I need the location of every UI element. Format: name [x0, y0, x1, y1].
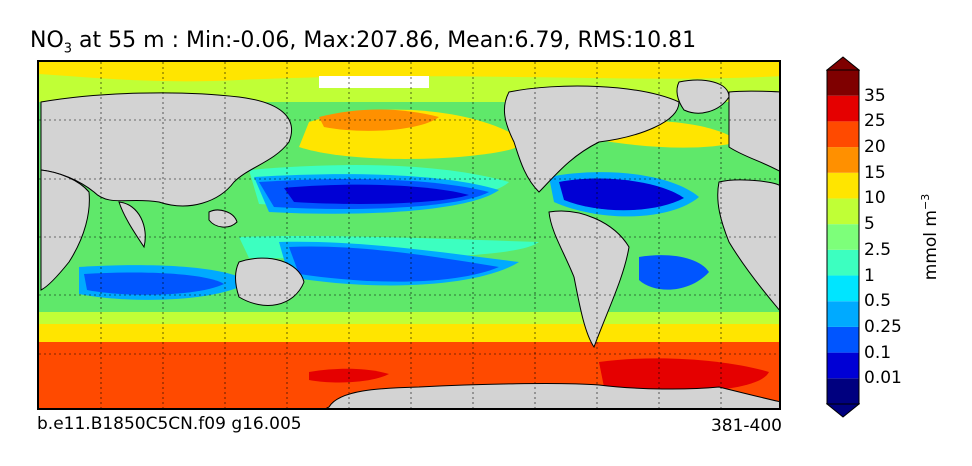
indonesia: [208, 209, 238, 228]
colorbar-segment: [827, 198, 859, 225]
antarctica: [325, 383, 779, 408]
ross-red: [309, 368, 389, 383]
colorbar-tick-label: 0.5: [864, 291, 892, 312]
colorbar-segment: [827, 326, 859, 353]
south-pacific-blue: [289, 246, 499, 282]
year-range-label: 381-400: [710, 416, 782, 436]
africa-east: [40, 169, 90, 291]
north-america: [503, 85, 680, 193]
colorbar-segment: [827, 70, 859, 96]
colorbar-tick-label: 0.01: [864, 368, 902, 389]
map-panel: [37, 60, 781, 410]
colorbar-tick-label: 0.1: [864, 342, 892, 363]
colorbar-extend-min: [826, 403, 860, 418]
india: [118, 201, 146, 249]
colorbar-tick-label: 15: [864, 162, 886, 183]
weddell-red: [599, 358, 769, 392]
colorbar-segment: [827, 249, 859, 276]
map-title: NO3 at 55 m : Min:-0.06, Max:207.86, Mea…: [30, 28, 696, 56]
units-exponent: −3: [919, 193, 933, 210]
africa-west: [717, 179, 779, 311]
north-atlantic-deep: [559, 178, 684, 211]
units-base: mmol m: [920, 210, 941, 281]
colorbar-segment: [827, 301, 859, 327]
colorbar-segment: [827, 147, 859, 173]
nitrate-map: [39, 62, 779, 408]
colorbar-tick-label: 0.25: [864, 316, 902, 337]
indian-ocean-blue: [84, 272, 224, 295]
colorbar-segment: [827, 224, 859, 250]
eurasia-west: [40, 92, 292, 207]
title-species: NO: [30, 28, 64, 53]
south-america: [548, 210, 630, 349]
colorbar-frame: [826, 69, 860, 405]
colorbar-tick-label: 20: [864, 137, 886, 158]
greenland: [676, 79, 730, 114]
colorbar-segment: [827, 352, 859, 379]
case-id-label: b.e11.B1850C5CN.f09 g16.005: [37, 414, 302, 434]
colorbar-segment: [827, 95, 859, 122]
colorbar-tick-label: 5: [864, 214, 875, 235]
eurasia-east: [728, 90, 779, 172]
graticule: [39, 62, 779, 408]
colorbar-segment: [827, 172, 859, 199]
colorbar-segment: [827, 378, 859, 404]
south-atlantic-blue: [639, 255, 709, 290]
colorbar-extend-max: [826, 56, 860, 71]
colorbar-tick-label: 35: [864, 85, 886, 106]
land-masses: [40, 79, 779, 408]
colorbar-tick-label: 25: [864, 111, 886, 132]
missing-data-patch: [319, 76, 429, 88]
north-pacific-deep: [284, 184, 469, 204]
arctic-high-band: [39, 62, 779, 82]
colorbar-tick-label: 2.5: [864, 239, 892, 260]
colorbar: [826, 56, 860, 418]
title-stats: at 55 m : Min:-0.06, Max:207.86, Mean:6.…: [72, 28, 697, 53]
colorbar-segment: [827, 121, 859, 148]
colorbar-tick-label: 10: [864, 188, 886, 209]
colorbar-segment: [827, 275, 859, 302]
colorbar-tick-label: 1: [864, 265, 875, 286]
title-species-subscript: 3: [63, 41, 73, 57]
units-label: mmol m−3: [919, 194, 941, 280]
